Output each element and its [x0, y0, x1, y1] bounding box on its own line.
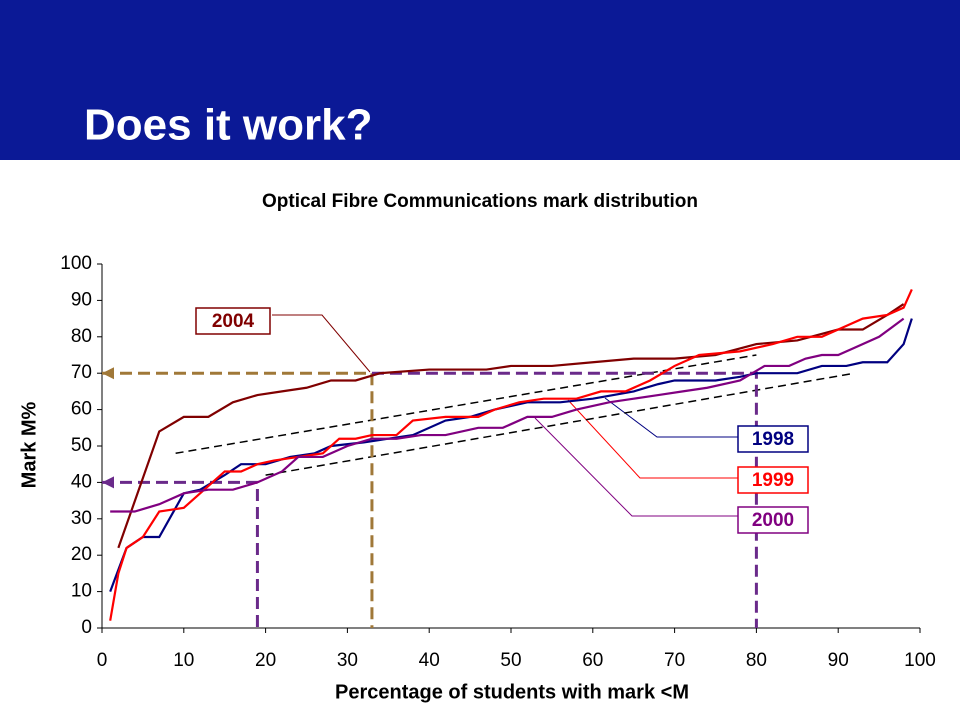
- x-axis-label: Percentage of students with mark <M: [335, 681, 689, 703]
- series-label-box: [737, 466, 809, 494]
- y-tick-label: 60: [71, 399, 92, 420]
- series-label-box: [195, 307, 271, 335]
- x-tick-label: 40: [419, 650, 440, 671]
- leader-lines: [272, 314, 738, 517]
- reference-line: [371, 371, 758, 628]
- y-tick-label: 50: [71, 435, 92, 456]
- series-label: 1999: [752, 470, 794, 491]
- x-tick-label: 90: [828, 650, 849, 671]
- series-label-box: [737, 506, 809, 534]
- y-tick-label: 90: [71, 289, 92, 310]
- x-tick-label: 60: [582, 650, 603, 671]
- series-label: 2000: [752, 510, 794, 531]
- reference-line: [102, 371, 374, 628]
- series-label-box: [737, 425, 809, 453]
- y-axis-label: Mark M%: [18, 401, 40, 488]
- y-tick-label: 10: [71, 581, 92, 602]
- series-line: [117, 303, 905, 549]
- slide-title: Does it work?: [84, 101, 373, 150]
- y-tick-label: 0: [81, 617, 92, 638]
- y-tick-label: 100: [60, 253, 92, 274]
- y-tick-label: 30: [71, 508, 92, 529]
- trend-line: [265, 372, 855, 476]
- series-label: 1998: [752, 429, 794, 450]
- leader-line: [604, 397, 738, 438]
- x-tick-label: 30: [337, 650, 358, 671]
- x-tick-label: 80: [746, 650, 767, 671]
- trend-line: [175, 354, 757, 455]
- x-tick-label: 100: [904, 650, 936, 671]
- x-tick-label: 0: [97, 650, 108, 671]
- x-tick-label: 10: [173, 650, 194, 671]
- x-tick-label: 70: [664, 650, 685, 671]
- series-label: 2004: [212, 311, 255, 332]
- chart-title: Optical Fibre Communications mark distri…: [262, 191, 698, 212]
- reference-arrow: [102, 476, 114, 489]
- leader-line: [534, 417, 738, 517]
- header-band: [0, 0, 960, 160]
- reference-arrow: [102, 367, 114, 380]
- leader-line: [567, 399, 738, 479]
- y-tick-label: 70: [71, 362, 92, 383]
- y-tick-label: 20: [71, 544, 92, 565]
- series-line: [109, 289, 913, 621]
- y-tick-label: 40: [71, 471, 92, 492]
- series-line: [110, 317, 905, 513]
- y-tick-label: 80: [71, 326, 92, 347]
- leader-line: [272, 314, 371, 373]
- series-line: [109, 318, 913, 592]
- x-tick-label: 50: [500, 650, 521, 671]
- x-tick-label: 20: [255, 650, 276, 671]
